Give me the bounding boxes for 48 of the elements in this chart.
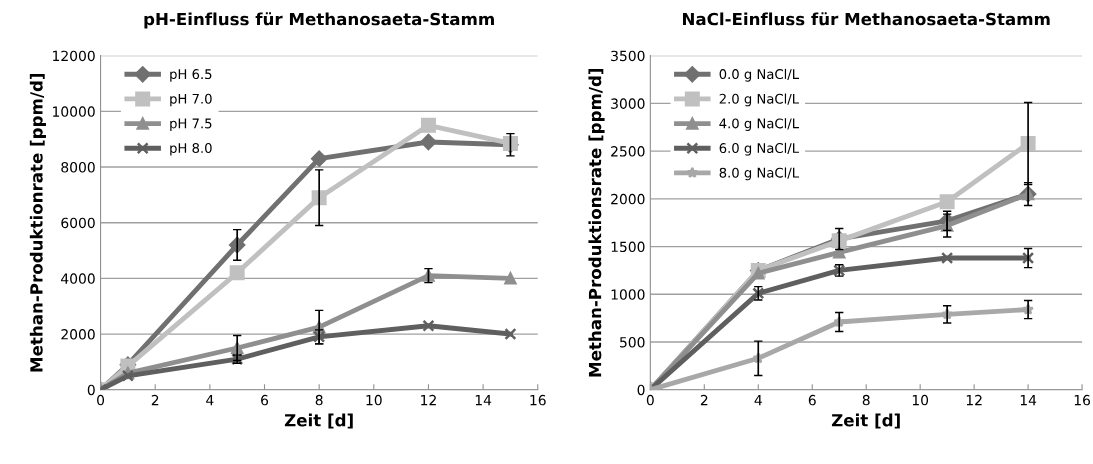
y-tick-label: 2500: [611, 146, 645, 157]
x-tick-label: 16: [1074, 394, 1091, 406]
y-tick-label: 12000: [53, 50, 95, 62]
y-tick-label: 1500: [611, 241, 645, 253]
x-tick-label: 6: [261, 394, 269, 406]
x-tick-label: 6: [808, 394, 816, 406]
x-axis-title: Zeit [d]: [831, 413, 900, 429]
y-tick-label: 2000: [611, 193, 645, 205]
legend-label: 8.0 g NaCl/L: [719, 167, 800, 181]
y-axis-title: Methan-Produktionrate [ppm/d]: [29, 73, 46, 372]
x-tick-label: 4: [206, 395, 214, 406]
x-axis-title: Zeit [d]: [284, 413, 353, 429]
y-tick-label: 500: [620, 337, 645, 348]
y-tick-label: 3500: [611, 50, 645, 62]
y-tick-label: 4000: [61, 273, 95, 284]
y-tick-label: 6000: [61, 217, 95, 229]
y-tick-label: 0: [87, 384, 95, 396]
y-tick-label: 1000: [611, 289, 645, 300]
legend-label: pH 6.5: [170, 69, 212, 82]
y-tick-label: 8000: [61, 162, 95, 173]
x-tick-label: 4: [754, 395, 762, 406]
x-tick-label: 12: [421, 394, 436, 406]
x-tick-label: 0: [646, 394, 654, 406]
x-tick-label: 12: [966, 394, 982, 406]
y-tick-label: 3000: [611, 98, 645, 109]
y-axis-title: Methan-Produktionsrate [ppm/d]: [588, 68, 605, 377]
x-tick-label: 14: [475, 395, 492, 406]
x-tick-label: 10: [366, 394, 382, 406]
legend-label: pH 7.0: [170, 93, 212, 107]
y-tick-label: 2000: [61, 329, 95, 340]
x-tick-label: 16: [530, 394, 546, 406]
legend-label: 4.0 g NaCl/L: [719, 118, 800, 131]
x-tick-label: 8: [315, 394, 323, 406]
y-tick-label: 0: [637, 384, 645, 396]
legend-label: 6.0 g NaCl/L: [719, 142, 800, 156]
x-tick-label: 0: [97, 394, 105, 406]
legend-label: pH 7.5: [170, 118, 212, 131]
x-tick-label: 14: [1020, 395, 1037, 406]
legend-label: 0.0 g NaCl/L: [719, 68, 800, 82]
x-tick-label: 2: [700, 394, 708, 406]
legend-label: pH 8.0: [170, 143, 212, 156]
x-tick-label: 8: [862, 394, 870, 406]
x-tick-label: 2: [151, 394, 159, 406]
x-tick-label: 10: [912, 394, 929, 406]
legend-label: 2.0 g NaCl/L: [719, 93, 800, 107]
chart-title: NaCl-Einfluss für Methanosaeta-Stamm: [683, 12, 1050, 26]
y-tick-label: 10000: [53, 106, 95, 117]
chart-title: pH-Einfluss für Methanosaeta-Stamm: [144, 12, 494, 29]
